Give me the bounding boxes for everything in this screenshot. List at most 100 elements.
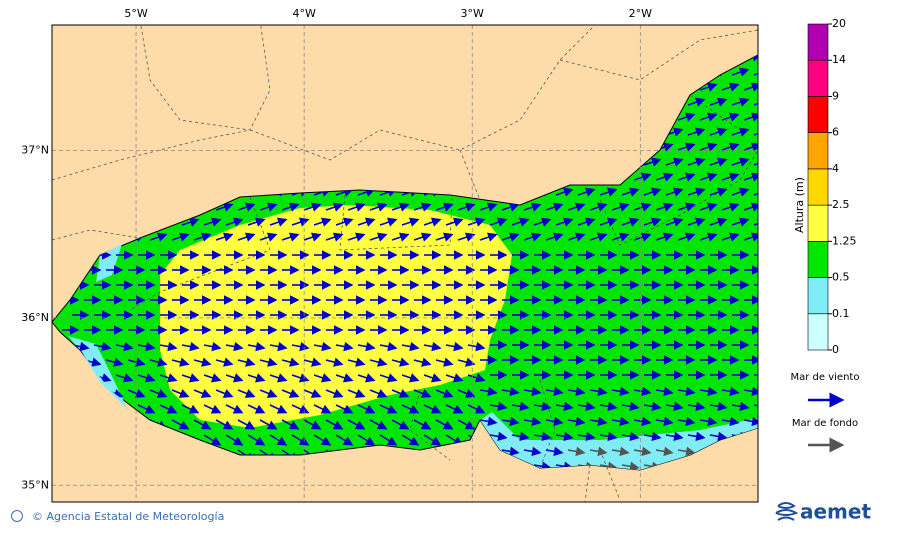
wave-arrow — [137, 404, 156, 414]
wave-arrow — [159, 404, 178, 414]
wave-arrow — [721, 82, 740, 92]
wave-arrow — [467, 404, 486, 414]
wave-arrow — [489, 217, 508, 227]
colorbar-label: Altura (m) — [793, 177, 806, 233]
wave-arrow — [247, 217, 266, 227]
wave-arrow — [281, 357, 300, 367]
wave-arrow — [621, 461, 640, 470]
wave-arrow — [611, 416, 630, 427]
wave-arrow — [291, 434, 310, 446]
wave-arrow — [435, 232, 454, 242]
wave-arrow — [237, 389, 256, 398]
wave-arrow — [699, 386, 718, 397]
wave-arrow — [313, 217, 332, 227]
wave-arrow — [379, 217, 398, 227]
wave-arrow — [533, 217, 552, 227]
colorbar-tick-label: 4 — [832, 162, 839, 175]
wave-arrow — [203, 373, 222, 383]
wave-arrow — [269, 373, 288, 383]
wave-arrow — [325, 202, 344, 212]
wave-arrow — [633, 446, 652, 457]
wave-arrow — [369, 202, 388, 212]
wave-arrow — [335, 373, 354, 383]
wave-arrow — [269, 341, 288, 352]
wave-arrow — [753, 404, 758, 409]
wave-arrow — [589, 416, 608, 427]
wave-arrow — [303, 357, 322, 367]
wave-arrow — [731, 401, 750, 412]
wave-arrow — [501, 416, 520, 427]
wave-arrow — [115, 341, 134, 352]
wave-arrow — [687, 401, 706, 412]
wave-arrow — [655, 386, 674, 397]
wave-arrow — [687, 97, 706, 107]
wave-arrow — [567, 202, 586, 212]
wave-arrow — [555, 431, 574, 442]
wave-arrow — [335, 404, 354, 414]
wave-arrow — [633, 202, 652, 212]
wave-arrow — [269, 404, 288, 414]
wave-arrow — [523, 386, 542, 397]
wave-arrow — [677, 172, 696, 182]
wave-arrow — [709, 187, 728, 197]
wave-arrow — [369, 357, 388, 367]
wave-arrow — [269, 434, 288, 446]
wave-arrow — [467, 373, 486, 383]
wave-arrow — [325, 357, 344, 367]
wave-arrow — [127, 389, 146, 398]
wave-arrow — [545, 416, 564, 427]
wave-arrow — [731, 67, 750, 77]
wave-arrow — [401, 217, 420, 227]
wave-arrow — [357, 341, 376, 352]
wave-arrow — [533, 431, 552, 442]
wave-arrow — [325, 389, 344, 398]
wave-arrow — [501, 202, 520, 212]
wave-arrow — [379, 434, 398, 446]
wave-arrow — [621, 187, 640, 197]
wave-arrow — [555, 217, 574, 227]
wave-arrow — [533, 461, 552, 470]
wave-arrow — [149, 357, 168, 367]
legend-label: Mar de fondo — [792, 418, 858, 429]
wave-arrow — [611, 446, 630, 457]
wave-arrow — [159, 341, 178, 352]
wave-arrow — [413, 389, 432, 398]
colorbar-segment — [807, 313, 829, 351]
wave-arrow — [225, 217, 244, 227]
wave-arrow — [335, 434, 354, 446]
wave-arrow — [721, 202, 740, 212]
wave-arrow — [655, 416, 674, 427]
wave-arrow — [731, 157, 750, 167]
wave-arrow — [545, 202, 564, 212]
wave-arrow — [611, 202, 630, 212]
wave-arrow — [633, 386, 652, 397]
wave-arrow — [413, 357, 432, 367]
wave-arrow — [699, 416, 718, 427]
wave-arrow — [225, 341, 244, 352]
wave-arrow — [401, 341, 420, 352]
wave-arrow — [467, 217, 486, 227]
wave-arrow — [369, 419, 388, 430]
copyright-icon — [11, 510, 23, 522]
colorbar-tick-label: 14 — [832, 53, 846, 66]
wave-arrow — [731, 187, 750, 197]
wave-arrow — [753, 188, 758, 196]
wave-arrow — [215, 202, 234, 212]
wave-arrow — [599, 217, 618, 227]
wave-arrow — [457, 419, 476, 430]
colorbar-tick-label: 20 — [832, 17, 846, 30]
wave-arrow — [567, 446, 586, 457]
wave-arrow — [523, 416, 542, 427]
wave-arrow — [281, 419, 300, 430]
wave-arrow — [577, 431, 596, 442]
wave-arrow — [687, 187, 706, 197]
wave-arrow — [181, 404, 200, 414]
wave-arrow — [501, 386, 520, 397]
wave-arrow — [303, 419, 322, 430]
wave-arrow — [699, 232, 718, 242]
colorbar-segment — [807, 59, 829, 97]
wave-arrow — [501, 232, 520, 242]
wave-arrow — [545, 386, 564, 397]
wave-arrow — [709, 97, 728, 107]
wave-arrow — [511, 431, 530, 442]
